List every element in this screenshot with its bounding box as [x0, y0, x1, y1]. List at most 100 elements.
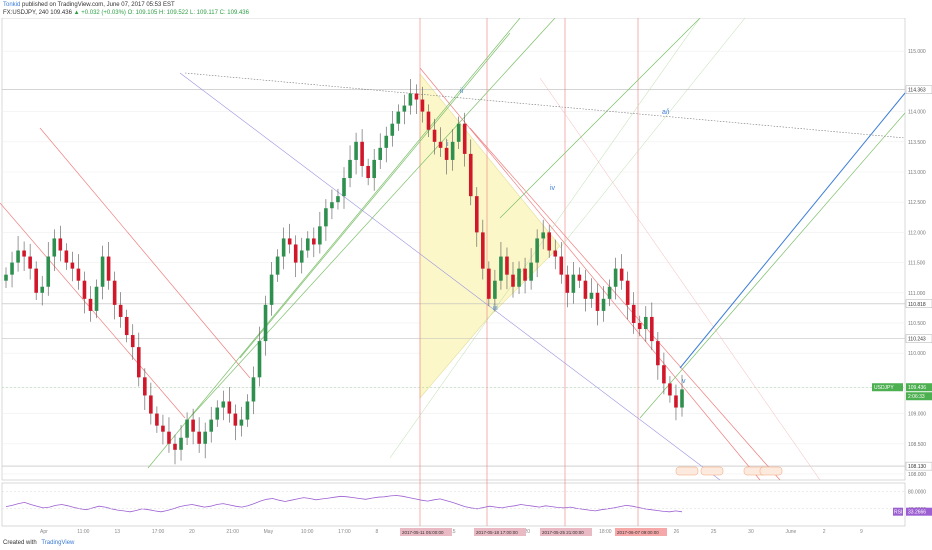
- time-tick-label: 26: [674, 529, 680, 535]
- level-label-box: [905, 299, 932, 308]
- candle-body: [348, 159, 352, 179]
- candle-body: [191, 419, 195, 432]
- candle-body: [384, 135, 389, 148]
- candle-body: [450, 141, 455, 160]
- candle-body: [583, 280, 588, 299]
- price-tick-label: 115.000: [908, 49, 926, 55]
- candle-body: [76, 268, 81, 281]
- price-tick-label: 108.500: [908, 442, 926, 448]
- candle-body: [535, 238, 539, 263]
- candle-body: [366, 165, 370, 179]
- candle-body: [511, 274, 515, 287]
- red-channel-line: [469, 127, 781, 481]
- candle-body: [4, 274, 8, 281]
- candle-body: [149, 395, 153, 414]
- level-label: 110.818: [908, 302, 926, 308]
- rsi-pane-frame: [1, 482, 906, 527]
- green-channel-line: [389, 18, 701, 459]
- candle-body: [390, 123, 395, 136]
- candle-body: [112, 280, 117, 305]
- candle-body: [203, 431, 207, 444]
- candle-body: [613, 268, 618, 287]
- candle-body: [547, 232, 552, 251]
- candle-body: [541, 232, 545, 239]
- candle-body: [487, 268, 491, 299]
- time-tick-label: 18:00: [599, 529, 612, 535]
- candle-body: [167, 431, 171, 444]
- wave-label: i: [447, 141, 449, 148]
- level-label: 108.130: [908, 464, 926, 470]
- candle-body: [130, 335, 135, 348]
- rsi-name-label: RSI: [894, 510, 902, 516]
- price-tick-label: 110.000: [908, 351, 926, 357]
- candle-body: [221, 401, 226, 408]
- time-tick-label: 8: [375, 529, 378, 535]
- candle-body: [161, 425, 165, 432]
- candle-body: [499, 256, 503, 281]
- candle-body: [432, 129, 437, 142]
- last-price: 109.436: [50, 10, 72, 16]
- candle-body: [269, 274, 274, 305]
- wave-label: v: [682, 378, 686, 385]
- ohlc-line: FX:USDJPY, 240 109.436 ▲ +0.032 (+0.03%)…: [3, 9, 249, 18]
- time-tick-label: 15: [450, 529, 456, 535]
- level-label-box: [905, 85, 932, 94]
- created-with-text: Created with: [3, 540, 37, 546]
- time-tick-label: 20: [525, 529, 531, 535]
- candle-body: [553, 250, 558, 257]
- candle-body: [601, 298, 606, 311]
- time-highlight-box: [474, 528, 526, 536]
- tradingview-logo-text[interactable]: TradingView: [41, 540, 75, 546]
- event-badge: [675, 466, 699, 476]
- candle-body: [505, 256, 509, 275]
- candlestick-series: [4, 78, 684, 465]
- author-link[interactable]: Tonkid: [3, 2, 21, 8]
- price-pane-frame: [1, 18, 906, 481]
- candle-body: [674, 395, 678, 408]
- candle-body: [287, 238, 292, 245]
- price-tick-label: 109.000: [908, 412, 926, 418]
- time-tick-label: 21:00: [226, 529, 239, 535]
- green-channel-line: [639, 112, 906, 419]
- symbol-timeframe: FX:USDJPY, 240: [3, 10, 49, 16]
- level-label-box: [905, 461, 932, 471]
- candle-body: [124, 316, 129, 336]
- candle-body: [94, 286, 99, 311]
- candle-body: [293, 244, 298, 263]
- green-channel-line: [184, 18, 556, 424]
- time-tick-label: 13: [115, 529, 121, 535]
- price-tick-label: 113.000: [908, 170, 926, 176]
- candle-body: [680, 389, 684, 408]
- chart-header: Tonkid published on TradingView.com, Jun…: [0, 0, 932, 20]
- footer: Created with TradingView: [0, 538, 932, 550]
- level-label: 110.243: [908, 337, 926, 343]
- red-channel-line: [539, 77, 821, 481]
- candle-body: [493, 280, 497, 299]
- wave-label: a/i: [662, 109, 670, 116]
- candle-body: [118, 304, 123, 317]
- price-change: ▲ +0.032 (+0.03%): [73, 10, 126, 16]
- candle-body: [227, 401, 232, 414]
- candle-body: [420, 99, 425, 112]
- price-tick-label: 111.000: [908, 291, 926, 297]
- symbol-label-box: [872, 383, 903, 392]
- candle-body: [607, 286, 612, 299]
- candle-body: [58, 238, 63, 251]
- symbol-label: USDJPY: [874, 385, 894, 391]
- candle-body: [34, 268, 38, 293]
- time-highlight-label: 2017-05-25 21:00:00: [542, 530, 584, 535]
- candle-body: [468, 153, 473, 197]
- candle-body: [88, 298, 93, 311]
- candle-body: [233, 413, 238, 426]
- time-tick-label: 20: [189, 529, 195, 535]
- rsi-line: [5, 495, 683, 513]
- time-tick-label: June: [785, 529, 796, 535]
- candle-body: [312, 238, 316, 245]
- candle-body: [438, 141, 443, 148]
- candle-body: [589, 292, 594, 299]
- price-tick-label: 114.000: [908, 110, 926, 116]
- candle-body: [656, 341, 660, 366]
